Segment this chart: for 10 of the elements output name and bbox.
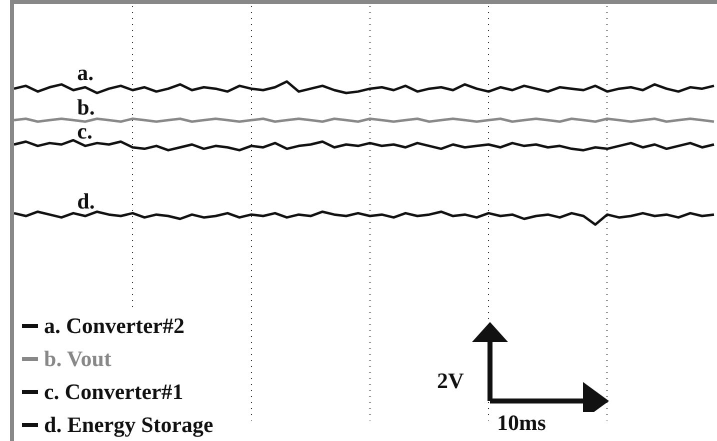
legend-label: c. Converter#1 xyxy=(44,378,184,406)
annotation: b. xyxy=(77,94,95,120)
legend-label: d. Energy Storage xyxy=(44,411,214,439)
legend-label: a. Converter#2 xyxy=(44,312,185,340)
legend-label: b. Vout xyxy=(44,345,112,373)
text: 10ms xyxy=(497,410,546,436)
annotation: c. xyxy=(77,118,92,144)
annotation: a. xyxy=(77,60,94,85)
text: 2V xyxy=(437,368,464,394)
annotation: d. xyxy=(77,188,95,214)
